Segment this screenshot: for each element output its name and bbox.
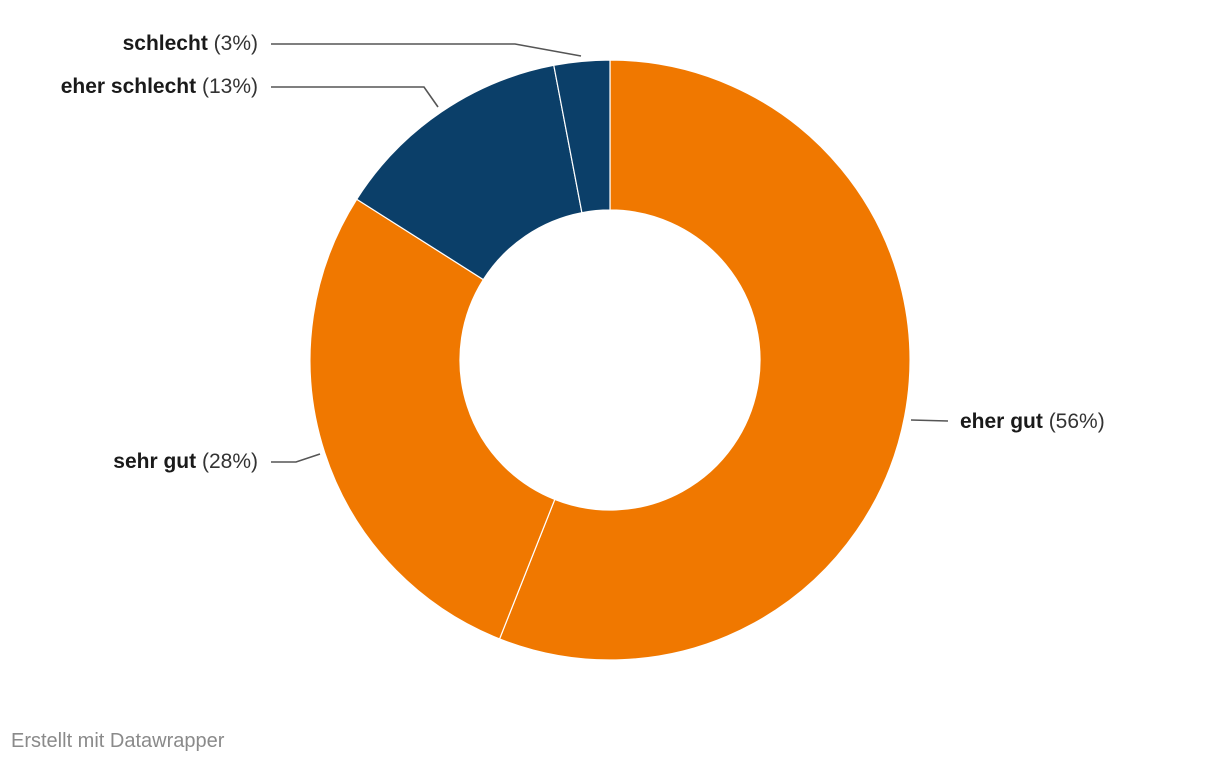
label-group: eher gut (56%) sehr gut (28%) eher schlech… [61, 32, 1105, 473]
leader-line-eher-schlecht [271, 86, 439, 108]
slice-label-schlecht: schlecht (3%) [123, 32, 258, 55]
slice-label-name: eher gut [960, 410, 1043, 433]
slice-label-percent: (3%) [214, 32, 258, 55]
slice-label-percent: (56%) [1049, 410, 1105, 433]
slice-schlecht [553, 59, 611, 214]
slice-label-eher-schlecht: eher schlecht (13%) [61, 75, 258, 98]
slice-label-percent: (13%) [202, 75, 258, 98]
slice-label-eher-gut: eher gut (56%) [960, 410, 1105, 433]
leader-line-eher-gut [910, 419, 949, 422]
leader-line-sehr-gut [271, 453, 321, 463]
slice-label-sehr-gut: sehr gut (28%) [113, 450, 258, 473]
slice-label-percent: (28%) [202, 450, 258, 473]
slice-eher-gut [498, 59, 911, 661]
leader-line-schlecht [271, 43, 582, 57]
slice-label-name: sehr gut [113, 450, 196, 473]
leader-line-group [271, 43, 949, 463]
footer-credit: Erstellt mit Datawrapper [11, 730, 225, 752]
slice-group [309, 59, 911, 661]
slice-sehr-gut [309, 198, 556, 640]
slice-label-name: eher schlecht [61, 75, 196, 98]
slice-label-name: schlecht [123, 32, 208, 55]
